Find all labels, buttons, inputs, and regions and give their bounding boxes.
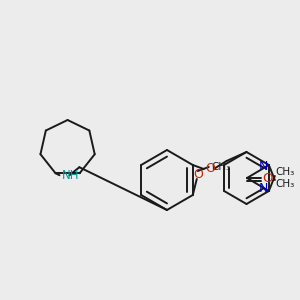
Text: O: O [262, 172, 273, 184]
Text: NH: NH [61, 169, 79, 182]
Text: CH₃: CH₃ [276, 179, 295, 189]
Text: N: N [259, 160, 268, 173]
Text: O: O [205, 163, 214, 176]
Text: CH₃: CH₃ [276, 167, 295, 177]
Text: N: N [259, 182, 268, 196]
Text: CH₃: CH₃ [212, 162, 231, 172]
Text: O: O [193, 169, 203, 182]
